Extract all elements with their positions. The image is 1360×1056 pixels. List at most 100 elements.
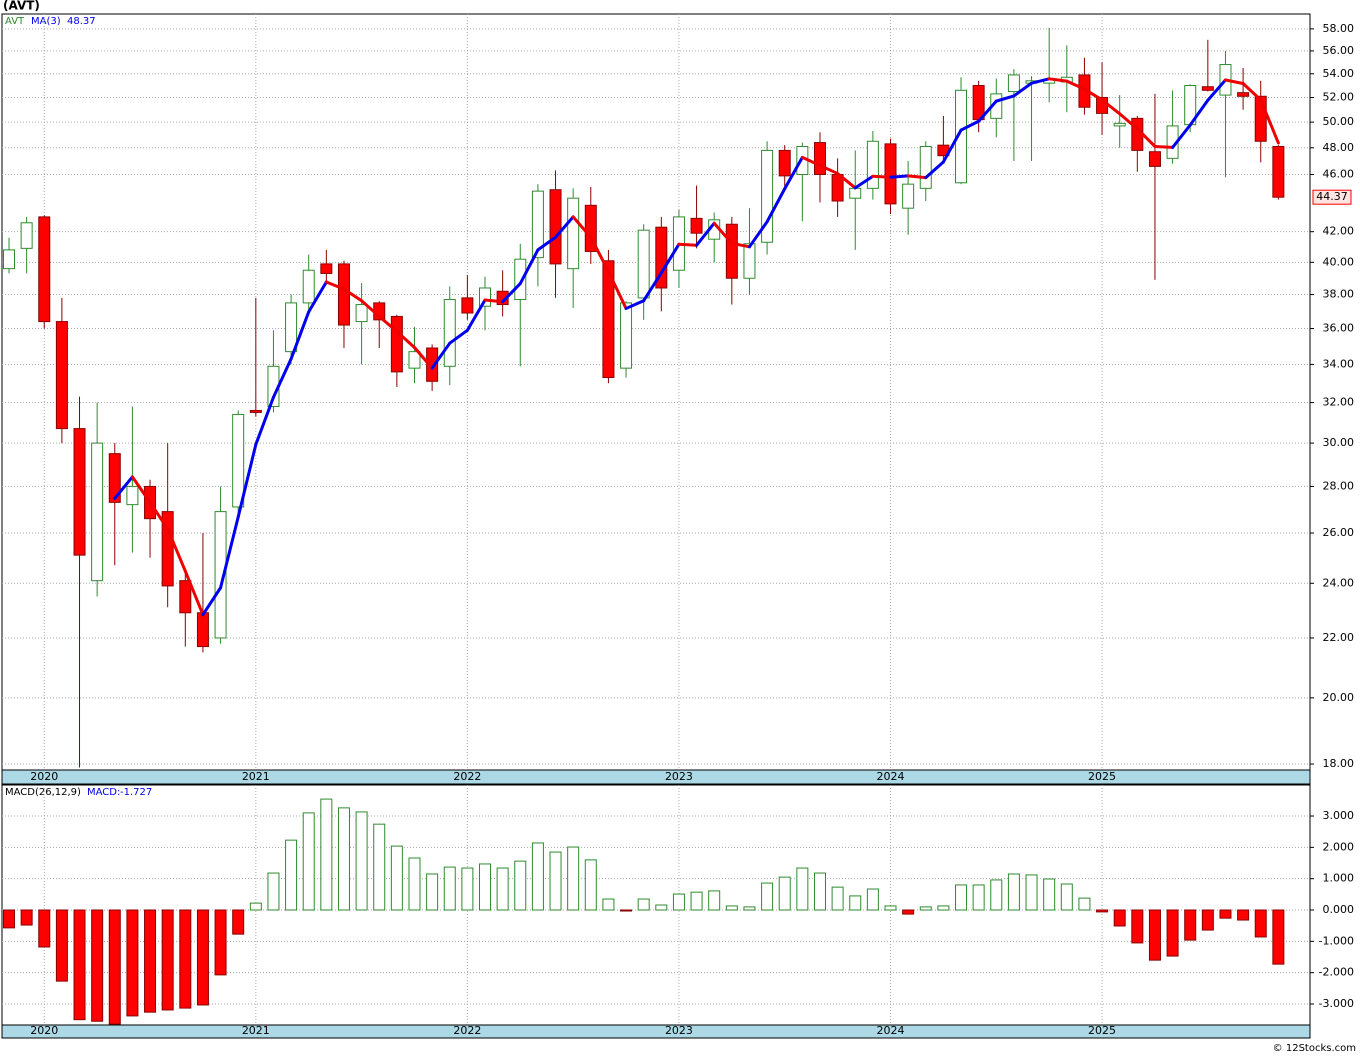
y-tick-label: 34.00 [1323,357,1355,370]
candle-body [408,351,421,369]
y-tick-label: 56.00 [1323,44,1355,57]
macd-bar [796,867,809,911]
candle-body [1237,92,1250,97]
macd-bar [1131,909,1144,944]
macd-bar [426,873,439,911]
candle-body [972,85,985,121]
macd-bar [1025,874,1038,911]
macd-bar [214,909,227,976]
candle-body [1201,86,1214,91]
ma-segment [677,242,699,247]
y-tick-label: 3.000 [1323,809,1355,822]
candle-body [285,302,298,353]
macd-bar [584,859,597,911]
candle-body [919,145,932,189]
y-tick-label: 48.00 [1323,141,1355,154]
ma-segment [483,298,505,304]
candle-body [1148,151,1161,167]
ma-segment [501,282,522,304]
macd-bar [337,807,350,911]
ma-segment [889,174,910,179]
footer: © 12Stocks.com [1273,1043,1356,1054]
ma-segment [307,280,328,314]
ma-segment [113,475,134,500]
candle-body [813,142,826,176]
ma-segment [130,475,152,504]
candle-body [320,263,333,274]
ma-segment [289,310,311,361]
ma-segment [1206,78,1227,102]
ma-segment [836,172,857,190]
ma-segment [1171,123,1192,149]
candle-body [1272,145,1285,198]
macd-bar [91,909,104,1022]
candle-body [479,287,492,307]
macd-bar [813,872,826,911]
macd-bar [1201,909,1214,931]
macd-bar [1166,909,1179,957]
macd-bar [1060,883,1073,911]
macd-bar [937,905,950,911]
macd-bar [884,905,897,911]
y-tick-label: 32.00 [1323,396,1355,409]
macd-bar [408,857,421,911]
ma-segment [695,221,716,247]
macd-bar [531,842,544,911]
macd-bar [479,863,492,911]
x-tick-label: 2024 [877,1024,905,1037]
date-band [1,769,1311,785]
ma-segment [342,287,364,303]
ma-segment [448,328,469,345]
macd-bar [373,823,386,911]
macd-bar [161,909,174,1011]
ma-segment [1259,98,1280,145]
candle-body [549,189,562,265]
candle-body [38,216,51,323]
ma-segment [201,586,223,617]
x-tick-label: 2023 [665,1024,693,1037]
macd-bar [743,906,756,911]
candle-body [620,302,633,369]
y-tick-label: 30.00 [1323,436,1355,449]
candle-body [655,226,668,289]
ma-segment [412,345,434,370]
macd-bar [73,909,86,1021]
macd-bar [267,872,280,911]
y-tick-label: 20.00 [1323,691,1355,704]
x-tick-label: 2022 [453,1024,481,1037]
macd-bar [972,884,985,911]
macd-bar [302,812,315,911]
macd-bar [144,909,157,1013]
candle-body [849,187,862,199]
candle-body [91,442,104,582]
candle-body [567,197,580,270]
macd-bar [620,909,633,912]
macd-bar [831,886,844,911]
candle-body [602,260,615,379]
macd-bar [1007,873,1020,911]
y-tick-label: 1.000 [1323,872,1355,885]
ma-segment [642,271,663,303]
candle-body [355,304,368,323]
ma-segment [606,269,628,310]
ma-segment [853,174,875,190]
y-tick-label: 2.000 [1323,840,1355,853]
macd-bar [355,811,368,911]
ma-segment [818,163,840,176]
date-band [1,1024,1311,1039]
candle-body [778,149,791,177]
y-tick-label: 38.00 [1323,288,1355,301]
last-price-box [1312,189,1352,205]
ma-segment [360,299,381,318]
candle-body [337,263,350,326]
candle-body [955,89,968,184]
ma-segment [324,280,346,291]
ma-segment [1100,98,1122,116]
macd-bar [1043,878,1056,911]
y-tick-label: 52.00 [1323,90,1355,103]
y-tick-label: 46.00 [1323,168,1355,181]
ma-segment [1118,112,1139,131]
macd-bar [126,909,139,1017]
x-tick-label: 2020 [30,1024,58,1037]
ma-segment [518,248,540,286]
